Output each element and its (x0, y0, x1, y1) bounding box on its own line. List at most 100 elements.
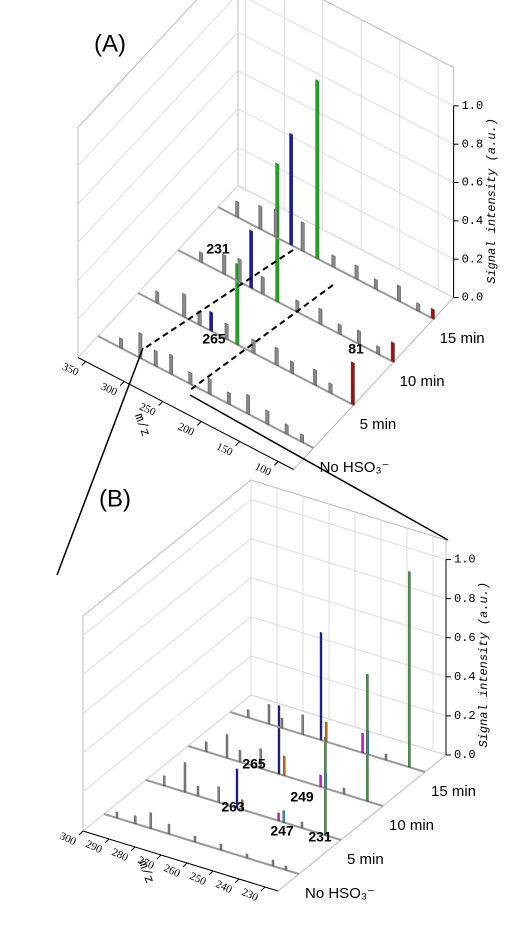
series-label: No HSO₃⁻ (305, 885, 375, 902)
bar (226, 391, 231, 406)
bar (246, 393, 251, 416)
bar (153, 349, 158, 368)
bar (183, 762, 187, 793)
bar (259, 748, 262, 769)
bar (315, 79, 320, 260)
grid-line (77, 0, 454, 167)
bar (265, 409, 270, 426)
bar (204, 741, 208, 753)
z-tick-label: 1.0 (462, 99, 484, 113)
series-label: 10 min (400, 373, 445, 390)
bar (284, 423, 289, 436)
panel: 0.0 0.2 0.4 0.6 0.8 1.0 Signal intensity (a.u.… (58, 478, 491, 904)
bar (155, 290, 160, 305)
x-tick (208, 870, 214, 876)
peak-label: 231 (308, 829, 332, 845)
z-tick-label: 0.8 (454, 592, 476, 606)
bar (238, 749, 242, 763)
z-tick-label: 0.6 (454, 631, 476, 645)
bar (188, 371, 193, 386)
x-tick-label: 230 (240, 886, 260, 904)
x-axis (77, 357, 294, 470)
bar (119, 337, 124, 350)
series-label: 15 min (431, 783, 476, 800)
x-tick-label: 300 (99, 381, 119, 399)
x-tick-label: 260 (162, 862, 182, 880)
bar (235, 768, 239, 809)
bar (284, 865, 288, 871)
z-tick-label: 1.0 (454, 553, 476, 567)
bar (282, 810, 285, 823)
z-tick-label: 0.2 (454, 709, 476, 723)
bar (271, 859, 275, 867)
row-baseline (187, 745, 384, 807)
grid-line (77, 108, 454, 282)
bar (240, 799, 244, 811)
bar (222, 253, 227, 276)
bar (207, 377, 212, 396)
grid-line (77, 146, 454, 320)
series-label: 15 min (440, 330, 485, 347)
bar (324, 772, 327, 789)
grid-line (77, 69, 454, 243)
bar (115, 811, 119, 819)
bar (301, 714, 304, 735)
z-tick-label: 0.4 (454, 670, 476, 684)
bar (246, 709, 250, 719)
x-tick (182, 862, 188, 868)
z-tick-label: 0.2 (462, 252, 484, 266)
floor (77, 184, 455, 471)
bar (277, 812, 280, 822)
bar (290, 360, 294, 375)
panel-label: (A) (94, 30, 126, 57)
z-tick-label: 0.0 (462, 291, 484, 305)
bar (300, 221, 305, 253)
peak-label: 263 (221, 799, 245, 815)
x-tick (196, 421, 202, 426)
z-tick-label: 0.0 (454, 748, 476, 762)
bar (224, 322, 229, 341)
bar (274, 346, 279, 367)
x-tick (234, 878, 240, 884)
bar (283, 755, 286, 777)
bar (357, 329, 361, 346)
z-tick-label: 0.6 (462, 176, 484, 190)
bar (350, 361, 355, 406)
bar (199, 251, 204, 264)
x-axis (82, 830, 279, 892)
row-baseline (103, 813, 300, 875)
grid-line (77, 184, 454, 358)
bar (258, 204, 263, 231)
x-tick (273, 461, 279, 466)
bar (384, 753, 388, 761)
x-tick-label: 280 (110, 846, 130, 864)
bar (162, 775, 166, 787)
bar (277, 705, 281, 775)
panel-label: (B) (99, 485, 131, 512)
zoom-guides (56, 249, 449, 576)
x-tick-label: 150 (214, 441, 234, 459)
bar (260, 275, 265, 296)
back-wall (237, 0, 455, 299)
x-tick-label: 290 (84, 838, 104, 856)
z-axis-title: Signal intensity (a.u.) (477, 582, 491, 748)
x-tick (78, 830, 84, 836)
x-tick (235, 441, 241, 446)
bar (219, 843, 223, 851)
bar (390, 341, 395, 363)
bar (331, 254, 336, 269)
grid-line (82, 577, 447, 715)
bar (318, 307, 323, 326)
peak-label: 265 (202, 331, 226, 347)
side-wall (82, 478, 252, 833)
bar (149, 812, 153, 829)
bar (430, 307, 435, 320)
bar (273, 208, 278, 239)
bar (209, 310, 214, 333)
bar (361, 732, 364, 754)
bar (217, 786, 221, 803)
peak-label: 231 (206, 241, 230, 257)
bar (300, 821, 304, 829)
x-tick (158, 401, 164, 406)
bar (251, 338, 256, 355)
